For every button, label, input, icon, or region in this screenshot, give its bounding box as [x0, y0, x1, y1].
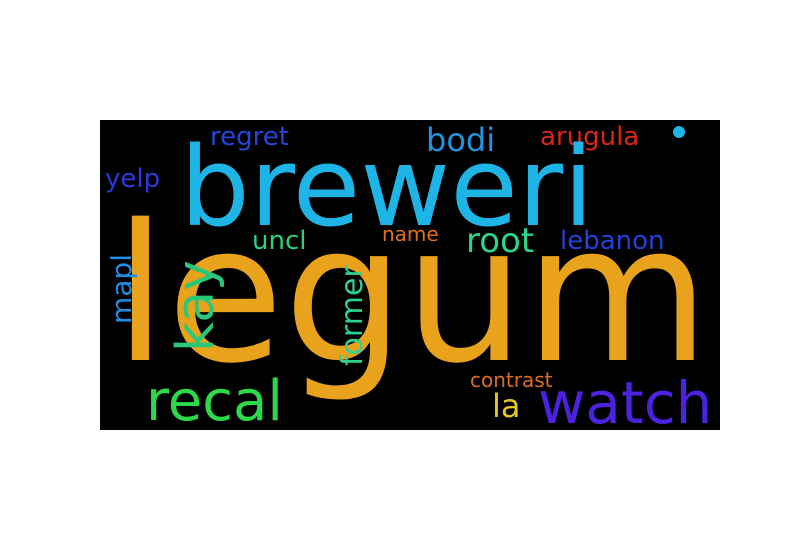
word-dot — [673, 126, 685, 138]
word-la: la — [492, 387, 521, 425]
word-legum: legum — [114, 184, 710, 405]
word-mapl: mapl — [105, 254, 138, 324]
word-lebanon: lebanon — [560, 226, 665, 256]
word-contrast: contrast — [470, 368, 553, 392]
word-recal: recal — [146, 369, 283, 430]
word-cloud: regret bodi arugula breweri yelp legum k… — [100, 120, 720, 430]
word-former: former — [335, 265, 370, 366]
word-yelp: yelp — [105, 164, 161, 194]
word-bodi: bodi — [426, 121, 496, 159]
word-regret: regret — [210, 122, 289, 152]
word-kay: kay — [166, 260, 226, 352]
word-uncl: uncl — [252, 226, 307, 256]
word-breweri: breweri — [180, 123, 594, 251]
word-watch: watch — [538, 369, 713, 430]
word-arugula: arugula — [540, 122, 640, 152]
word-root: root — [466, 221, 535, 261]
word-name: name — [382, 222, 439, 246]
